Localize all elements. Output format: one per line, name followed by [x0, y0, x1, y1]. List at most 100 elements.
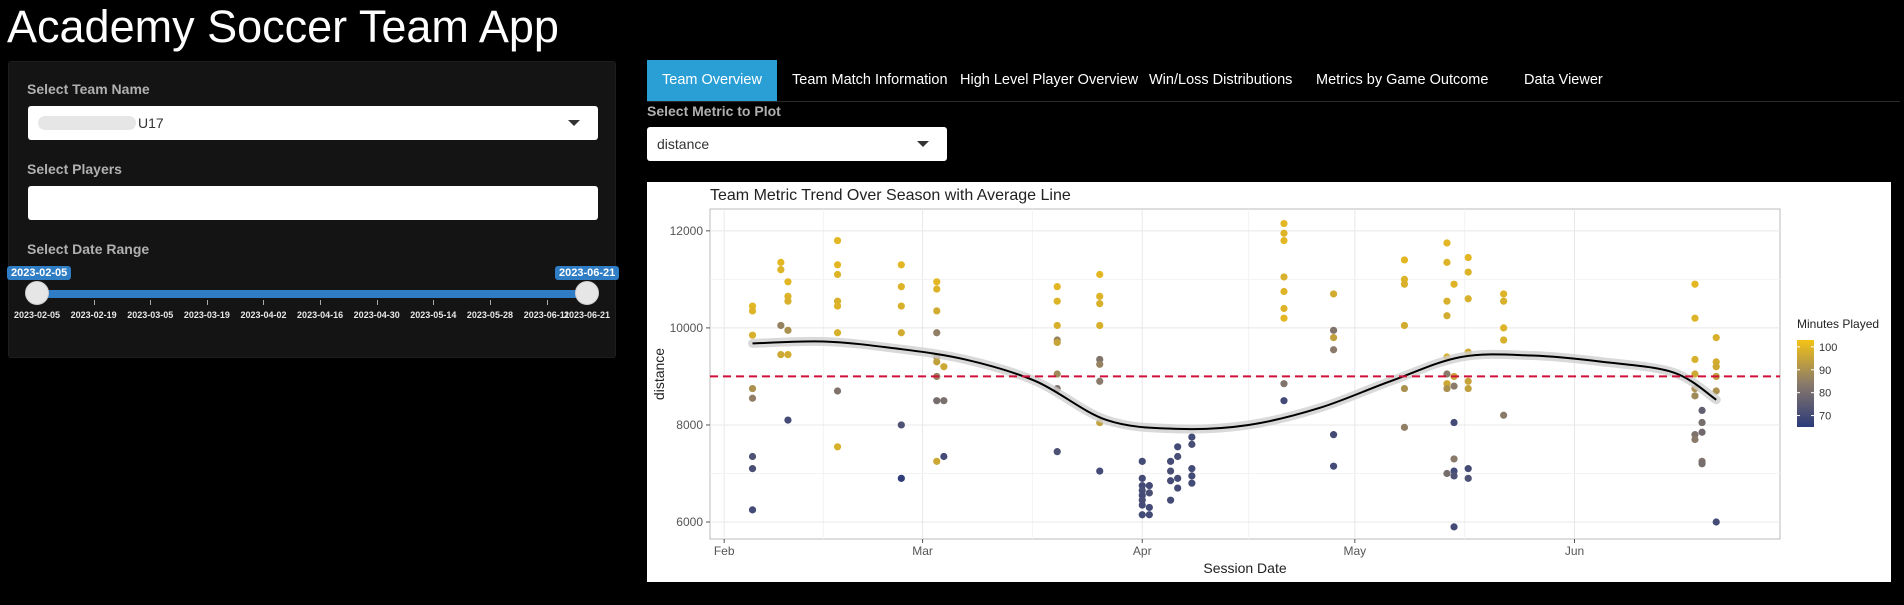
- players-select[interactable]: [28, 186, 598, 220]
- metric-trend-chart: 6000 8000 10000 12000 Feb Mar Apr May Jun Team Me…: [651, 187, 1879, 576]
- data-point: [1138, 474, 1146, 482]
- data-point: [1096, 292, 1104, 300]
- data-point: [1450, 280, 1458, 288]
- data-point: [1280, 273, 1288, 281]
- data-point: [1329, 326, 1338, 334]
- team-select[interactable]: U17: [28, 106, 598, 140]
- data-point: [1464, 474, 1472, 482]
- chart-panel: 6000 8000 10000 12000 Feb Mar Apr May Jun Team Me…: [647, 182, 1891, 582]
- data-point: [1400, 423, 1409, 431]
- data-point: [1712, 334, 1720, 342]
- data-point: [1443, 384, 1451, 393]
- date-range-to-handle[interactable]: [575, 281, 599, 305]
- data-point: [1400, 256, 1409, 264]
- data-point: [897, 302, 905, 310]
- data-point: [777, 321, 785, 330]
- data-point: [748, 506, 757, 514]
- data-point: [1691, 280, 1699, 288]
- data-point: [1500, 411, 1508, 419]
- date-range-label: Select Date Range: [27, 241, 150, 257]
- data-point: [1174, 452, 1182, 461]
- data-point: [1500, 290, 1508, 298]
- data-point: [1329, 431, 1338, 439]
- slider-tick: [489, 300, 491, 305]
- chevron-down-icon: [568, 120, 580, 126]
- slider-tick: [150, 300, 152, 305]
- data-point: [1096, 360, 1104, 368]
- data-point: [1174, 474, 1182, 482]
- x-tick-label: Feb: [714, 544, 735, 558]
- slider-tick-label: 2023-02-19: [70, 310, 117, 320]
- x-tick-label: Mar: [912, 544, 933, 558]
- data-point: [1329, 290, 1338, 298]
- tab-team-match-information[interactable]: Team Match Information: [792, 72, 948, 88]
- metric-select[interactable]: distance: [647, 127, 947, 161]
- data-point: [748, 394, 757, 402]
- slider-tick-label: 2023-05-28: [466, 310, 513, 320]
- data-point: [1053, 283, 1061, 291]
- legend-title: Minutes Played: [1797, 317, 1879, 331]
- data-point: [933, 285, 941, 293]
- data-point: [1464, 268, 1472, 276]
- slider-tick: [93, 300, 95, 305]
- data-point: [1096, 300, 1104, 308]
- data-point: [897, 474, 905, 482]
- data-point: [784, 326, 792, 334]
- y-tick-label: 10000: [670, 321, 704, 335]
- data-point: [748, 307, 757, 315]
- data-point: [1400, 321, 1409, 330]
- slider-tick: [546, 300, 548, 305]
- data-point: [1329, 346, 1338, 354]
- tab-team-overview[interactable]: Team Overview: [647, 60, 777, 101]
- data-point: [1096, 377, 1104, 385]
- data-point: [1443, 239, 1451, 247]
- data-point: [1712, 363, 1720, 371]
- data-point: [1464, 465, 1472, 473]
- team-select-label: Select Team Name: [27, 81, 150, 97]
- data-point: [1712, 518, 1720, 526]
- data-point: [1698, 406, 1706, 414]
- data-point: [1464, 253, 1472, 262]
- data-point: [1145, 482, 1153, 490]
- tab-bar: Team Overview Team Match Information Hig…: [647, 60, 1900, 102]
- date-range-from-handle[interactable]: [25, 281, 49, 305]
- data-point: [1280, 304, 1288, 313]
- data-point: [940, 363, 948, 371]
- data-point: [1443, 469, 1451, 478]
- data-point: [1698, 418, 1706, 427]
- data-point: [777, 258, 785, 266]
- data-point: [1691, 355, 1699, 364]
- data-point: [1053, 321, 1061, 330]
- tab-win-loss-distributions[interactable]: Win/Loss Distributions: [1149, 72, 1293, 88]
- x-tick-label: May: [1343, 544, 1366, 558]
- tab-metrics-by-game-outcome[interactable]: Metrics by Game Outcome: [1316, 72, 1489, 88]
- data-point: [933, 397, 941, 405]
- data-point: [1464, 295, 1472, 303]
- tab-high-level-player-overview[interactable]: High Level Player Overview: [960, 72, 1139, 88]
- slider-tick-label: 2023-06-11: [523, 310, 570, 320]
- y-axis-label: distance: [651, 348, 667, 400]
- data-point: [777, 266, 785, 274]
- data-point: [748, 331, 757, 339]
- data-point: [1053, 448, 1061, 456]
- slider-tick: [433, 300, 435, 305]
- metric-select-label: Select Metric to Plot: [647, 103, 781, 119]
- data-point: [1166, 496, 1175, 504]
- y-tick-label: 8000: [676, 418, 703, 432]
- slider-tick-label: 2023-05-14: [410, 310, 457, 320]
- data-point: [1138, 457, 1146, 465]
- tab-data-viewer[interactable]: Data Viewer: [1524, 72, 1603, 88]
- legend-tick-label: 70: [1819, 411, 1831, 423]
- data-point: [1188, 472, 1196, 480]
- data-point: [1443, 312, 1451, 320]
- data-point: [1166, 457, 1175, 465]
- data-point: [1450, 382, 1458, 390]
- slider-tick: [320, 300, 322, 305]
- data-point: [784, 350, 792, 359]
- slider-tick-label: 2023-04-02: [240, 310, 287, 320]
- date-range-to-badge: 2023-06-21: [555, 266, 620, 280]
- data-point: [1053, 297, 1061, 305]
- date-range-slider-track[interactable]: [37, 290, 587, 298]
- data-point: [1280, 287, 1288, 296]
- metric-select-value: distance: [657, 136, 710, 152]
